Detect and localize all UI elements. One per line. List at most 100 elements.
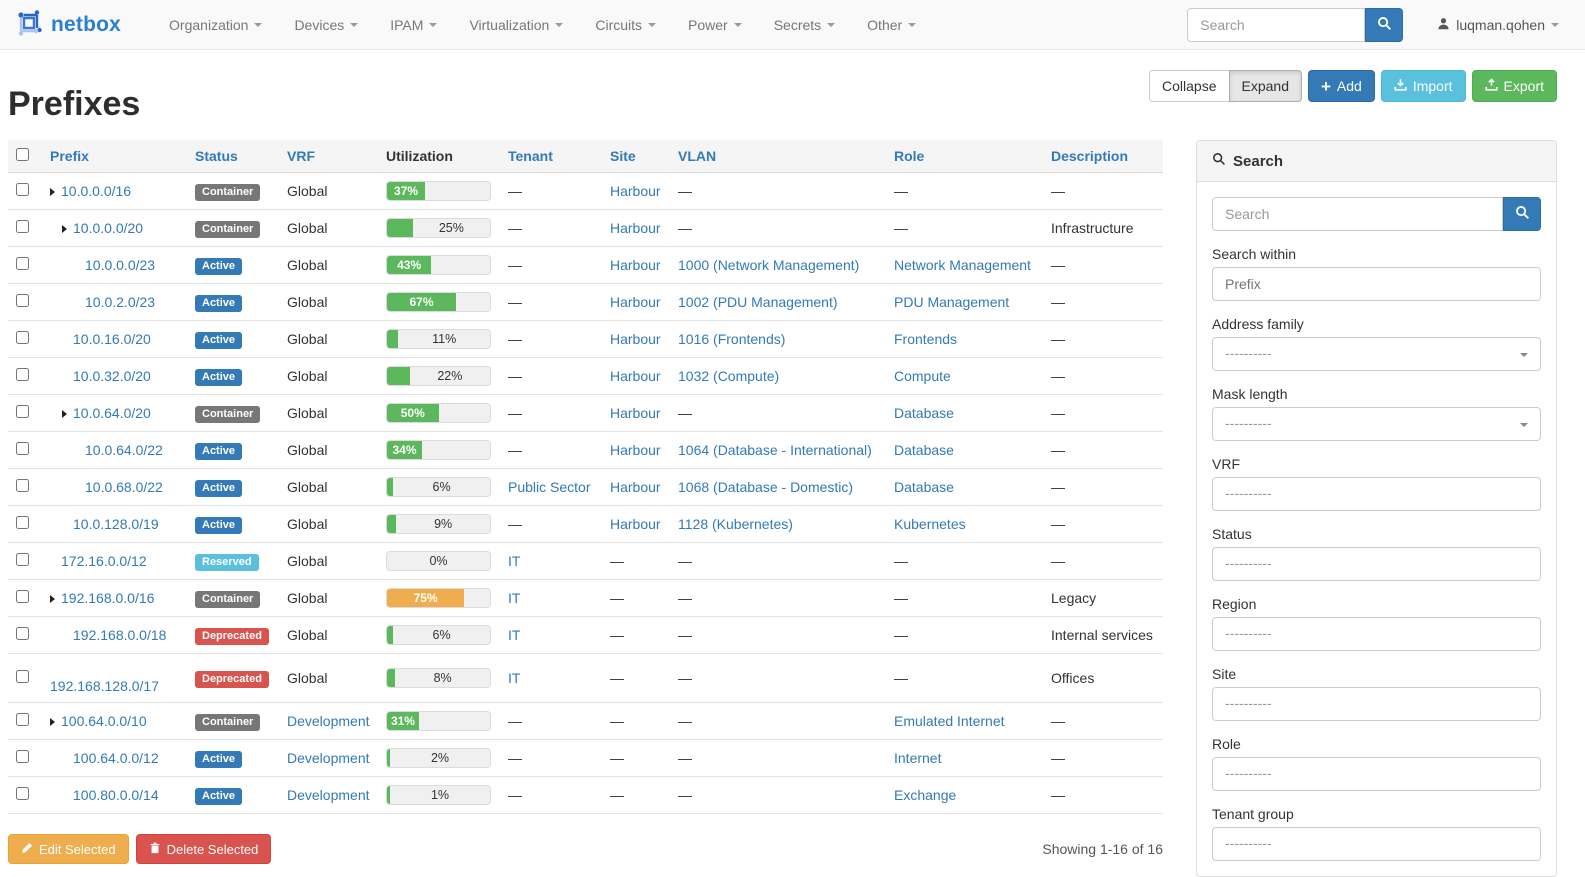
vlan-link[interactable]: 1032 (Compute) — [678, 368, 780, 384]
select-all-checkbox[interactable] — [16, 148, 29, 161]
row-checkbox[interactable] — [16, 183, 29, 196]
column-header-vrf[interactable]: VRF — [279, 140, 378, 173]
prefix-link[interactable]: 10.0.128.0/19 — [73, 516, 159, 532]
row-checkbox[interactable] — [16, 553, 29, 566]
site-link[interactable]: Harbour — [610, 220, 661, 236]
navbar-search-button[interactable] — [1365, 7, 1404, 42]
prefix-link[interactable]: 172.16.0.0/12 — [61, 553, 147, 569]
role-link[interactable]: Database — [894, 479, 954, 495]
row-checkbox[interactable] — [16, 750, 29, 763]
row-checkbox[interactable] — [16, 294, 29, 307]
filter-status-select[interactable]: ---------- — [1212, 547, 1541, 581]
row-checkbox[interactable] — [16, 405, 29, 418]
role-link[interactable]: Exchange — [894, 787, 957, 803]
role-link[interactable]: Kubernetes — [894, 516, 966, 532]
vrf-link[interactable]: Development — [287, 750, 370, 766]
vlan-link[interactable]: 1068 (Database - Domestic) — [678, 479, 854, 495]
site-link[interactable]: Harbour — [610, 442, 661, 458]
column-header-site[interactable]: Site — [602, 140, 670, 173]
prefix-link[interactable]: 10.0.32.0/20 — [73, 368, 151, 384]
filter-role-select[interactable]: ---------- — [1212, 757, 1541, 791]
site-link[interactable]: Harbour — [610, 516, 661, 532]
import-button[interactable]: Import — [1380, 70, 1466, 102]
filter-search-button[interactable] — [1503, 197, 1541, 231]
caret-right-icon[interactable] — [62, 410, 67, 418]
site-link[interactable]: Harbour — [610, 405, 661, 421]
prefix-link[interactable]: 100.64.0.0/12 — [73, 750, 159, 766]
nav-item-ipam[interactable]: IPAM — [374, 0, 453, 50]
role-link[interactable]: Compute — [894, 368, 951, 384]
row-checkbox[interactable] — [16, 670, 29, 683]
vlan-link[interactable]: 1064 (Database - International) — [678, 442, 872, 458]
caret-right-icon[interactable] — [62, 225, 67, 233]
edit-selected-button[interactable]: Edit Selected — [8, 834, 129, 864]
site-link[interactable]: Harbour — [610, 368, 661, 384]
nav-item-organization[interactable]: Organization — [153, 0, 278, 50]
filter-region-select[interactable]: ---------- — [1212, 617, 1541, 651]
site-link[interactable]: Harbour — [610, 294, 661, 310]
site-link[interactable]: Harbour — [610, 257, 661, 273]
prefix-link[interactable]: 10.0.2.0/23 — [85, 294, 156, 310]
role-link[interactable]: PDU Management — [894, 294, 1010, 310]
netbox-brand[interactable]: netbox — [0, 8, 135, 41]
prefix-link[interactable]: 192.168.0.0/18 — [73, 627, 167, 643]
add-button[interactable]: + Add — [1307, 70, 1375, 102]
nav-item-power[interactable]: Power — [672, 0, 758, 50]
filter-search-input[interactable] — [1212, 197, 1503, 231]
role-link[interactable]: Network Management — [894, 257, 1031, 273]
tenant-link[interactable]: IT — [508, 627, 521, 643]
role-link[interactable]: Frontends — [894, 331, 958, 347]
role-link[interactable]: Internet — [894, 750, 942, 766]
filter-search-within-input[interactable] — [1212, 267, 1541, 301]
vlan-link[interactable]: 1002 (PDU Management) — [678, 294, 838, 310]
column-header-vlan[interactable]: VLAN — [670, 140, 886, 173]
row-checkbox[interactable] — [16, 713, 29, 726]
vrf-link[interactable]: Development — [287, 713, 370, 729]
role-link[interactable]: Database — [894, 442, 954, 458]
column-header-status[interactable]: Status — [187, 140, 279, 173]
nav-item-secrets[interactable]: Secrets — [758, 0, 851, 50]
row-checkbox[interactable] — [16, 220, 29, 233]
role-link[interactable]: Emulated Internet — [894, 713, 1005, 729]
caret-right-icon[interactable] — [50, 718, 55, 726]
row-checkbox[interactable] — [16, 368, 29, 381]
column-header-description[interactable]: Description — [1043, 140, 1163, 173]
vlan-link[interactable]: 1128 (Kubernetes) — [678, 516, 793, 532]
row-checkbox[interactable] — [16, 479, 29, 492]
collapse-button[interactable]: Collapse — [1149, 70, 1230, 102]
filter-vrf-select[interactable]: ---------- — [1212, 477, 1541, 511]
row-checkbox[interactable] — [16, 331, 29, 344]
nav-item-other[interactable]: Other — [851, 0, 932, 50]
prefix-link[interactable]: 10.0.16.0/20 — [73, 331, 151, 347]
filter-mask-length-select[interactable]: ---------- — [1212, 407, 1541, 441]
vlan-link[interactable]: 1016 (Frontends) — [678, 331, 786, 347]
navbar-search-input[interactable] — [1187, 7, 1366, 42]
row-checkbox[interactable] — [16, 442, 29, 455]
prefix-link[interactable]: 100.64.0.0/10 — [61, 713, 147, 729]
export-button[interactable]: Export — [1471, 70, 1557, 102]
expand-button[interactable]: Expand — [1228, 70, 1302, 102]
prefix-link[interactable]: 10.0.0.0/23 — [85, 257, 156, 273]
caret-right-icon[interactable] — [50, 188, 55, 196]
prefix-link[interactable]: 192.168.128.0/17 — [50, 678, 159, 694]
column-header-tenant[interactable]: Tenant — [500, 140, 602, 173]
prefix-link[interactable]: 10.0.68.0/22 — [85, 479, 163, 495]
tenant-link[interactable]: IT — [508, 670, 521, 686]
tenant-link[interactable]: Public Sector — [508, 479, 591, 495]
nav-item-devices[interactable]: Devices — [278, 0, 374, 50]
site-link[interactable]: Harbour — [610, 183, 661, 199]
role-link[interactable]: Database — [894, 405, 954, 421]
column-header-role[interactable]: Role — [886, 140, 1043, 173]
nav-item-virtualization[interactable]: Virtualization — [453, 0, 579, 50]
prefix-link[interactable]: 10.0.64.0/22 — [85, 442, 163, 458]
prefix-link[interactable]: 10.0.0.0/20 — [73, 220, 144, 236]
prefix-link[interactable]: 10.0.0.0/16 — [61, 183, 132, 199]
filter-address-family-select[interactable]: ---------- — [1212, 337, 1541, 371]
row-checkbox[interactable] — [16, 257, 29, 270]
filter-site-select[interactable]: ---------- — [1212, 687, 1541, 721]
vrf-link[interactable]: Development — [287, 787, 370, 803]
site-link[interactable]: Harbour — [610, 331, 661, 347]
nav-item-circuits[interactable]: Circuits — [579, 0, 672, 50]
tenant-link[interactable]: IT — [508, 590, 521, 606]
filter-tenant-group-select[interactable]: ---------- — [1212, 827, 1541, 861]
